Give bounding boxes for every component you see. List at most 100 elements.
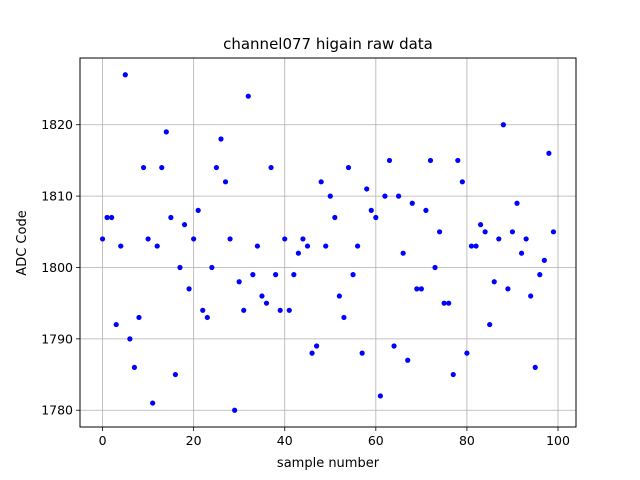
chart-title: channel077 higain raw data [223,35,433,53]
data-point [245,93,251,99]
data-point [254,243,261,249]
data-point [537,272,543,278]
data-point [263,300,270,306]
data-point [195,207,201,213]
data-point [282,236,288,242]
x-tick-label: 100 [546,433,570,448]
data-point [273,272,279,278]
data-point [436,229,443,235]
data-point [145,236,151,242]
data-point [304,243,311,249]
y-tick-label: 1820 [41,117,73,132]
data-point [332,214,338,221]
data-point [159,164,165,171]
x-axis-ticks: 0 20 40 60 80 100 [99,427,570,448]
data-point [222,179,229,185]
data-point [482,229,488,235]
data-point [528,293,534,299]
data-point [209,264,215,271]
x-tick-label: 0 [99,433,107,448]
data-point [300,236,306,242]
data-point [314,343,320,349]
y-axis-ticks: 1780 1790 1800 1810 1820 [41,117,80,418]
grid-lines [80,58,576,427]
data-point [109,214,115,221]
data-point [250,272,256,278]
data-point [382,193,388,199]
data-point [505,286,511,292]
data-point [386,157,393,164]
data-point [241,307,247,313]
data-point [455,157,461,164]
data-point [373,214,379,221]
data-point [377,393,383,399]
x-tick-label: 80 [459,433,475,448]
data-point [487,321,493,328]
data-point [118,243,124,249]
data-point [277,307,283,313]
data-point [131,364,138,371]
data-point [268,164,274,171]
y-tick-label: 1780 [41,403,73,418]
data-point [432,264,438,271]
data-point [350,272,356,278]
data-point [427,157,434,164]
y-tick-label: 1800 [41,260,73,275]
data-point [154,243,160,249]
data-point [236,279,242,285]
data-point [546,150,552,156]
x-tick-label: 60 [368,433,384,448]
data-point [514,200,520,206]
data-point [459,179,465,185]
data-point [345,164,352,171]
data-point [532,364,538,371]
x-tick-label: 20 [186,433,202,448]
data-point [500,122,506,128]
data-point [177,264,183,271]
data-point [359,350,365,356]
data-point [191,236,197,242]
data-point [327,193,333,199]
data-point [418,286,424,292]
y-tick-label: 1810 [41,189,73,204]
data-point [232,407,238,413]
data-point [423,207,429,213]
y-axis-label: ADC Code [15,210,30,275]
data-point [464,350,470,356]
data-point [405,357,411,363]
data-point [355,243,361,249]
data-point [336,293,342,299]
data-point [218,136,224,142]
data-point [259,293,265,299]
data-point [523,236,529,242]
data-point [414,286,420,292]
data-point [186,286,192,292]
data-point [122,72,128,78]
data-point [295,250,301,256]
data-point [395,193,402,199]
data-point [518,250,525,256]
data-point [341,314,347,321]
x-tick-label: 40 [277,433,293,448]
data-point [286,307,292,313]
data-point [181,222,188,228]
data-points [99,72,557,413]
data-point [391,343,397,349]
data-point [446,300,452,306]
data-point [477,222,484,228]
data-point [491,279,497,285]
data-point [318,179,324,185]
data-point [450,371,456,378]
data-point [140,164,147,171]
data-point [291,272,297,278]
data-point [468,243,475,249]
data-point [227,236,233,242]
data-point [541,257,547,263]
data-point [309,350,315,356]
data-point [136,314,142,321]
data-point [99,236,106,242]
plot-frame [79,57,577,428]
x-axis-label: sample number [277,456,380,471]
